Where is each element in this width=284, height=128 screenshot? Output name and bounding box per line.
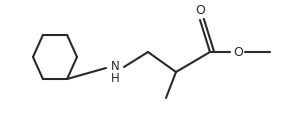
Text: N
H: N H xyxy=(111,60,119,84)
Text: O: O xyxy=(195,4,205,18)
Text: O: O xyxy=(233,45,243,58)
